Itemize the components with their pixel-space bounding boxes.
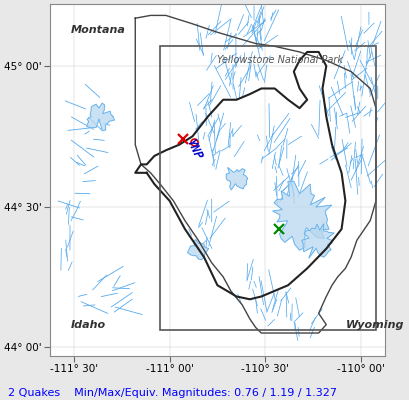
Text: Idaho: Idaho <box>70 320 105 330</box>
Polygon shape <box>226 168 247 190</box>
Polygon shape <box>301 224 333 258</box>
Text: Montana: Montana <box>70 25 125 35</box>
Text: YNP: YNP <box>182 137 203 162</box>
Polygon shape <box>272 181 331 250</box>
Polygon shape <box>187 240 208 260</box>
Text: Wyoming: Wyoming <box>344 320 403 330</box>
Text: 2 Quakes    Min/Max/Equiv. Magnitudes: 0.76 / 1.19 / 1.327: 2 Quakes Min/Max/Equiv. Magnitudes: 0.76… <box>8 388 336 398</box>
Bar <box>160 46 375 330</box>
Polygon shape <box>86 103 114 131</box>
Text: Yellowstone National Park: Yellowstone National Park <box>217 55 343 65</box>
